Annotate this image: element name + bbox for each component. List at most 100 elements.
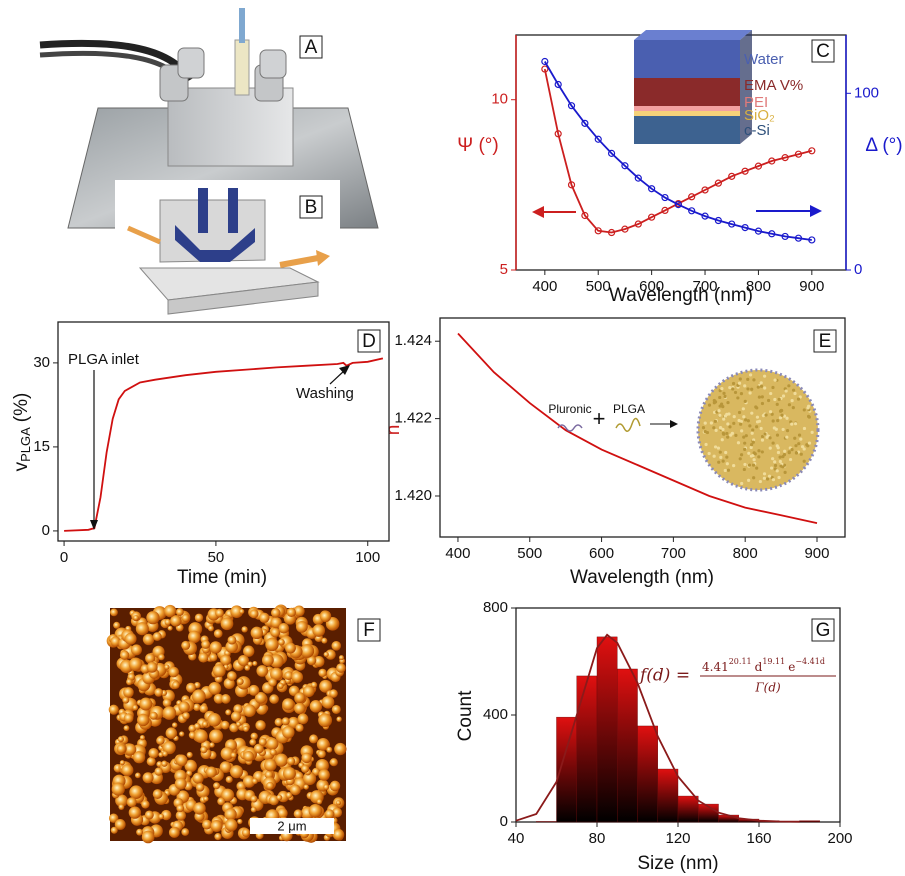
afm-grain: [225, 709, 231, 715]
afm-grain: [161, 761, 167, 767]
afm-grain: [129, 785, 143, 799]
nanoparticle-texture: [803, 460, 806, 463]
nanoparticle-texture: [772, 441, 775, 444]
afm-grain: [135, 773, 141, 779]
afm-grain: [162, 751, 168, 757]
inset-label: c-Si: [744, 122, 770, 139]
nanoparticle-texture: [725, 413, 728, 416]
nanoparticle-texture: [718, 414, 721, 417]
afm-grain: [117, 744, 126, 753]
afm-grain: [176, 754, 188, 766]
histogram-bar: [536, 821, 556, 822]
nanoparticle-texture: [750, 443, 753, 446]
afm-grain: [231, 752, 237, 758]
nanoparticle-texture: [786, 429, 789, 432]
nanoparticle-texture: [794, 444, 797, 447]
afm-grain: [295, 724, 303, 732]
nanoparticle-texture: [774, 378, 777, 381]
x-tick-label: 500: [586, 278, 611, 295]
nanoparticle-texture: [714, 445, 717, 448]
afm-grain: [153, 789, 163, 799]
afm-grain: [265, 638, 278, 651]
nanoparticle-texture: [725, 432, 728, 435]
afm-grain: [256, 665, 268, 677]
afm-grain: [213, 782, 220, 789]
nanoparticle-texture: [782, 428, 785, 431]
nanoparticle-texture: [757, 386, 760, 389]
nanoparticle-texture: [783, 450, 786, 453]
afm-grain: [321, 638, 327, 644]
afm-grain: [278, 623, 289, 634]
figure: 2 μm A B F C D E G Wavelength (nm) Ψ (°)…: [0, 0, 905, 876]
nanoparticle-texture: [779, 460, 782, 463]
x-tick-label: 800: [746, 278, 771, 295]
nanoparticle-texture: [758, 396, 761, 399]
afm-grain: [275, 718, 283, 726]
afm-grain: [285, 643, 296, 654]
nanoparticle-texture: [793, 392, 796, 395]
afm-grain: [282, 698, 294, 710]
nanoparticle-texture: [767, 399, 770, 402]
panel-letter: G: [816, 620, 831, 641]
scale-bar: 2 μm: [250, 818, 334, 834]
nanoparticle-texture: [746, 387, 749, 390]
afm-grain: [172, 681, 180, 689]
afm-grain: [143, 634, 154, 645]
afm-grain: [336, 717, 341, 722]
x-tick-label: 500: [517, 545, 542, 562]
nanoparticle-texture: [769, 410, 772, 413]
afm-grain: [125, 633, 137, 645]
nanoparticle-texture: [790, 448, 793, 451]
afm-grain: [278, 639, 285, 646]
nanoparticle-texture: [763, 432, 766, 435]
nanoparticle-texture: [755, 467, 758, 470]
nanoparticle-texture: [713, 455, 716, 458]
formula-lhs: f(d) =: [638, 666, 690, 686]
afm-grain: [241, 626, 247, 632]
afm-grain: [163, 699, 172, 708]
afm-grain: [166, 727, 177, 738]
nanoparticle-texture: [764, 413, 767, 416]
afm-grain: [118, 736, 124, 742]
afm-grain: [317, 750, 325, 758]
nanoparticle-texture: [743, 468, 746, 471]
afm-grain: [129, 806, 141, 818]
afm-grain: [148, 748, 158, 758]
afm-grain: [255, 720, 265, 730]
afm-grain: [123, 687, 134, 698]
nanoparticle-texture: [715, 429, 718, 432]
afm-image: [107, 605, 347, 844]
nanoparticle-texture: [770, 466, 773, 469]
afm-grain: [243, 704, 256, 717]
nanoparticle-texture: [739, 457, 742, 460]
x-axis-label: Time (min): [177, 567, 267, 588]
nanoparticle-texture: [788, 403, 791, 406]
nanoparticle-texture: [778, 398, 781, 401]
nanoparticle-texture: [799, 438, 802, 441]
nanoparticle-texture: [806, 444, 809, 447]
afm-grain: [221, 721, 230, 730]
histogram-bar: [658, 769, 678, 822]
y2-axis-label: Δ (°): [865, 135, 902, 156]
molecule: [616, 418, 640, 431]
afm-grain: [208, 625, 214, 631]
nanoparticle-texture: [751, 428, 754, 431]
afm-grain: [176, 608, 184, 616]
x-axis-label: Size (nm): [637, 853, 718, 874]
afm-grain: [331, 641, 341, 651]
afm-grain: [137, 714, 149, 726]
nanoparticle-texture: [769, 392, 772, 395]
afm-grain: [318, 669, 326, 677]
afm-grain: [237, 819, 242, 824]
afm-grain: [164, 664, 169, 669]
nanoparticle-texture: [740, 392, 743, 395]
afm-grain: [112, 782, 125, 795]
nanoparticle-texture: [722, 392, 725, 395]
nanoparticle-texture: [731, 387, 734, 390]
nanoparticle-texture: [725, 456, 728, 459]
nanoparticle-texture: [732, 382, 735, 385]
nanoparticle-texture: [791, 399, 794, 402]
afm-grain: [122, 697, 129, 704]
nanoparticle-texture: [750, 446, 753, 449]
afm-grain: [298, 713, 309, 724]
